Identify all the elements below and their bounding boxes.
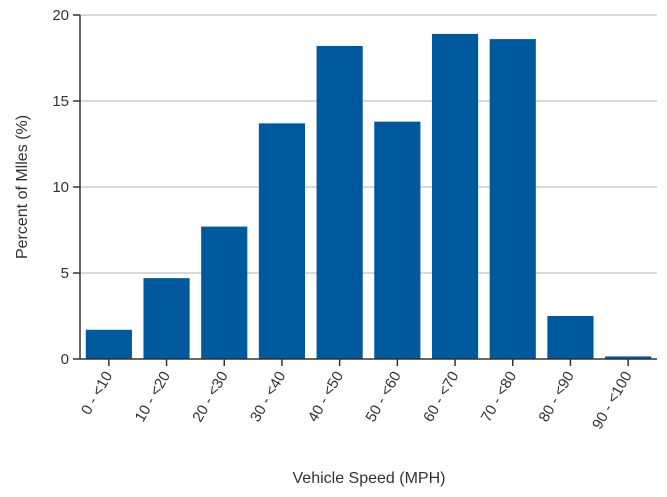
y-axis-title: Percent of Mlles (%) <box>14 115 31 259</box>
x-tick-label: 30 - <40 <box>247 369 289 426</box>
axes <box>73 14 657 366</box>
bar-20-30 <box>201 226 248 359</box>
x-axis-title: Vehicle Speed (MPH) <box>293 470 446 487</box>
bar-70-80 <box>489 39 536 360</box>
y-tick-label: 10 <box>52 179 69 196</box>
x-tick-label: 0 - <10 <box>78 369 116 418</box>
x-tick-labels: 0 - <10 10 - <20 20 - <30 30 - <40 40 - <50 5… <box>78 369 636 433</box>
x-tick-label: 80 - <90 <box>535 369 577 426</box>
y-tick-label: 20 <box>52 7 69 24</box>
x-tick-label: 60 - <70 <box>420 369 462 426</box>
x-tick-label: 90 - <100 <box>589 369 636 433</box>
bar-40-50 <box>316 45 363 360</box>
x-tick-label: 70 - <80 <box>478 369 520 426</box>
gridlines <box>80 14 657 274</box>
y-tick-labels: 0 5 10 15 20 <box>52 7 69 368</box>
y-tick-label: 15 <box>52 93 69 110</box>
bar-90-100 <box>605 356 652 359</box>
bar-10-20 <box>143 278 190 359</box>
bars <box>85 33 652 360</box>
x-tick-label: 10 - <20 <box>132 369 174 426</box>
y-tick-label: 0 <box>61 351 69 368</box>
bar-0-10 <box>85 329 132 359</box>
x-tick-label: 40 - <50 <box>305 369 347 426</box>
bar-60-70 <box>431 33 479 360</box>
bar-30-40 <box>258 123 306 359</box>
y-tick-label: 5 <box>61 265 69 282</box>
bar-80-90 <box>547 316 594 359</box>
bar-50-60 <box>374 121 421 359</box>
x-tick-label: 50 - <60 <box>362 369 404 426</box>
x-tick-label: 20 - <30 <box>189 369 231 426</box>
